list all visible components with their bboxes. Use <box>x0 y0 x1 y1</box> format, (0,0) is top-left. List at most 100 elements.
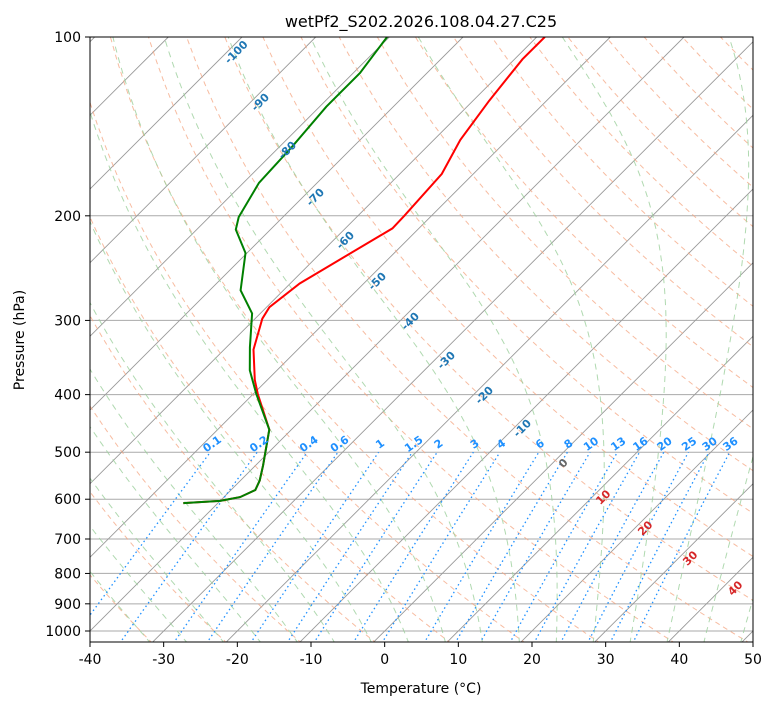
dry-adiabat <box>567 37 753 228</box>
moist-adiabat <box>112 37 446 642</box>
x-tick-label: 0 <box>380 652 389 668</box>
y-tick-label: 900 <box>54 597 81 613</box>
isotherm-label: -30 <box>435 348 458 371</box>
temperature-trace <box>183 37 546 505</box>
mixing-ratio-label: 1 <box>373 437 387 452</box>
y-tick-label: 500 <box>54 445 81 461</box>
mixing-ratio-label: 13 <box>608 434 628 453</box>
mixing-ratio-line <box>250 451 380 642</box>
isotherm-label: -50 <box>366 269 389 292</box>
axes: -40 -30 -20 -10 0 10 20 30 40 5010020030040050060… <box>45 30 762 668</box>
moist-adiabat <box>90 570 151 642</box>
dry-adiabat <box>643 37 753 149</box>
y-tick-label: 600 <box>54 492 81 508</box>
x-tick-label: 50 <box>744 652 762 668</box>
dry-adiabat <box>453 37 753 348</box>
x-tick-label: -40 <box>79 652 102 668</box>
x-tick-label: 40 <box>670 652 688 668</box>
isotherm <box>741 630 753 642</box>
isotherm <box>520 409 753 642</box>
x-tick-label: 20 <box>523 652 541 668</box>
x-tick-label: 30 <box>597 652 615 668</box>
mixing-ratio-line <box>381 451 501 642</box>
x-tick-label: -20 <box>226 652 249 668</box>
isotherm <box>299 188 753 642</box>
mixing-ratio-label: 36 <box>720 434 740 454</box>
moist-adiabat <box>740 596 753 642</box>
dry-adiabat <box>90 405 302 642</box>
isotherm <box>225 114 753 642</box>
isotherm <box>90 37 538 485</box>
mixing-ratio-label: 4 <box>494 436 508 451</box>
y-tick-label: 700 <box>54 532 81 548</box>
mixing-ratio-line <box>352 451 474 642</box>
isotherm-label: -40 <box>399 309 422 332</box>
plot-frame <box>89 36 754 643</box>
isotherm <box>90 37 317 264</box>
isotherm <box>90 37 611 558</box>
dry-adiabat <box>759 37 775 644</box>
chart-title: wetPf2_S202.2026.108.04.27.C25 <box>285 12 557 32</box>
mixing-ratio-line <box>313 451 438 642</box>
isotherm <box>594 483 753 642</box>
mixing-ratio-line <box>560 451 665 642</box>
background-lines <box>90 37 775 644</box>
moist-adiabat <box>561 37 667 642</box>
dry-adiabat <box>720 37 753 71</box>
moist-adiabat <box>90 301 335 642</box>
mixing-ratio-line <box>119 451 258 642</box>
x-axis-label: Temperature (°C) <box>360 681 482 697</box>
isotherm-label: -100 <box>222 38 251 67</box>
mixing-ratio-label: 30 <box>700 434 720 454</box>
mixing-ratio-line <box>609 451 710 642</box>
dry-adiabat <box>186 37 749 642</box>
dry-adiabat <box>90 574 152 642</box>
moist-adiabat <box>90 477 225 642</box>
mixing-ratio-line <box>587 451 690 642</box>
dewpoint-trace <box>183 37 388 505</box>
moist-adiabat <box>90 425 261 642</box>
y-tick-label: 100 <box>54 30 81 46</box>
mixing-ratio-label: 25 <box>679 434 699 453</box>
mixing-ratio-line <box>455 451 568 642</box>
moist-adiabat <box>90 368 298 642</box>
mixing-ratio-label: 6 <box>533 436 547 451</box>
y-tick-label: 300 <box>54 313 81 329</box>
isotherm-label: 10 <box>593 487 613 507</box>
moist-adiabat <box>163 37 483 642</box>
y-tick-label: 200 <box>54 209 81 225</box>
moist-adiabat <box>703 455 753 642</box>
mixing-ratio-line <box>479 451 591 642</box>
isotherm-label: 40 <box>725 578 745 598</box>
mixing-ratio-label: 10 <box>581 434 601 454</box>
isotherm <box>373 262 753 642</box>
isotherm-label: -20 <box>473 383 496 406</box>
isotherm <box>446 335 753 642</box>
dry-adiabat <box>90 100 525 642</box>
x-tick-label: -30 <box>152 652 175 668</box>
moist-adiabat <box>90 220 372 642</box>
mixing-ratio-line <box>173 451 308 642</box>
mixing-ratio-label: 8 <box>562 437 576 452</box>
isotherm <box>90 37 243 190</box>
isotherm <box>667 556 753 642</box>
y-tick-label: 1000 <box>45 624 81 640</box>
moist-adiabat <box>90 110 409 642</box>
mixing-ratio-line <box>206 451 339 642</box>
dry-adiabat <box>338 37 753 472</box>
dry-adiabat <box>224 37 753 601</box>
mixing-ratio-label: 20 <box>655 434 675 454</box>
dry-adiabat <box>300 37 753 514</box>
x-tick-label: -10 <box>300 652 323 668</box>
y-tick-label: 400 <box>54 388 81 404</box>
dry-adiabat <box>529 37 753 267</box>
mixing-ratio-label: 16 <box>630 434 650 454</box>
moist-adiabat <box>309 37 558 642</box>
dry-adiabat <box>148 37 675 642</box>
moist-adiabat <box>227 37 520 642</box>
traces <box>183 37 546 505</box>
isotherm <box>90 37 390 337</box>
dry-adiabat <box>262 37 753 558</box>
